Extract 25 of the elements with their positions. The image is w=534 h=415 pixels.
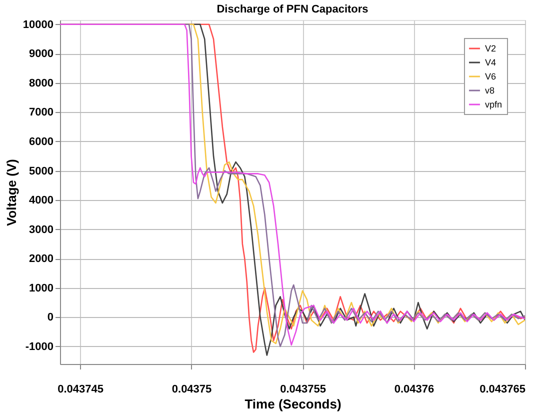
y-tick-label: 9000 xyxy=(29,48,54,60)
y-tick-label: 6000 xyxy=(29,136,54,148)
chart-title: Discharge of PFN Capacitors xyxy=(216,3,368,16)
y-tick-label: 10000 xyxy=(22,18,54,31)
y-tick-label: 2000 xyxy=(29,253,54,266)
legend-label: vpfn xyxy=(485,100,502,110)
x-tick-label: 0.043745 xyxy=(58,384,104,396)
y-tick-label: 7000 xyxy=(29,106,54,119)
y-tick-label: -1000 xyxy=(25,340,54,353)
y-tick-label: 1000 xyxy=(29,282,54,294)
x-tick-label: 0.04376 xyxy=(394,384,434,396)
y-tick-label: 4000 xyxy=(29,194,54,207)
y-tick-label: 5000 xyxy=(29,165,54,178)
y-tick-label: 0 xyxy=(47,312,54,324)
legend-label: V6 xyxy=(485,72,496,82)
legend-label: V4 xyxy=(485,58,496,68)
x-tick-label: 0.043755 xyxy=(280,384,326,396)
x-tick-label: 0.043765 xyxy=(480,384,526,396)
y-tick-label: 3000 xyxy=(29,224,54,236)
y-tick-label: 8000 xyxy=(29,77,54,90)
legend-label: V2 xyxy=(485,44,496,54)
y-axis-title: Voltage (V) xyxy=(4,159,19,226)
x-axis-title: Time (Seconds) xyxy=(244,396,342,412)
legend-label: v8 xyxy=(485,86,495,96)
x-tick-label: 0.04375 xyxy=(172,384,212,396)
